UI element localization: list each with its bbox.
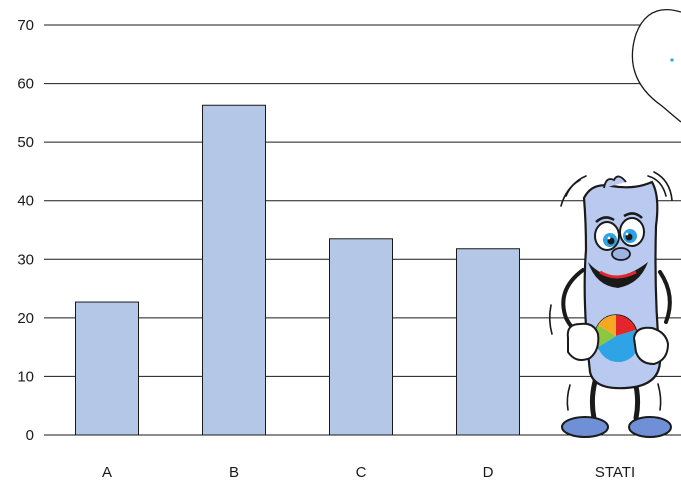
bar-d [456, 248, 520, 436]
bar-a [75, 301, 139, 436]
x-category-label: C [356, 464, 367, 481]
x-category-label: A [102, 464, 112, 481]
bar-c [329, 238, 393, 436]
x-category-label: STATI [595, 464, 635, 481]
x-category-label: B [229, 464, 239, 481]
y-tick-label: 20 [17, 310, 34, 327]
bar-b [202, 104, 266, 436]
y-tick-label: 40 [17, 193, 34, 210]
x-category-label: D [483, 464, 494, 481]
y-tick-label: 10 [17, 368, 34, 385]
stati-mascot-icon [548, 171, 673, 438]
y-tick-label: 70 [17, 17, 34, 34]
y-axis-ticks: 0 10 20 30 40 50 60 70 [17, 17, 34, 444]
y-tick-label: 0 [26, 427, 34, 444]
y-tick-label: 30 [17, 251, 34, 268]
y-tick-label: 50 [17, 134, 34, 151]
speech-bubble-icon [631, 8, 681, 123]
x-axis-categories: A B C D STATI [102, 464, 635, 481]
bars [75, 104, 520, 436]
y-tick-label: 60 [17, 76, 34, 93]
